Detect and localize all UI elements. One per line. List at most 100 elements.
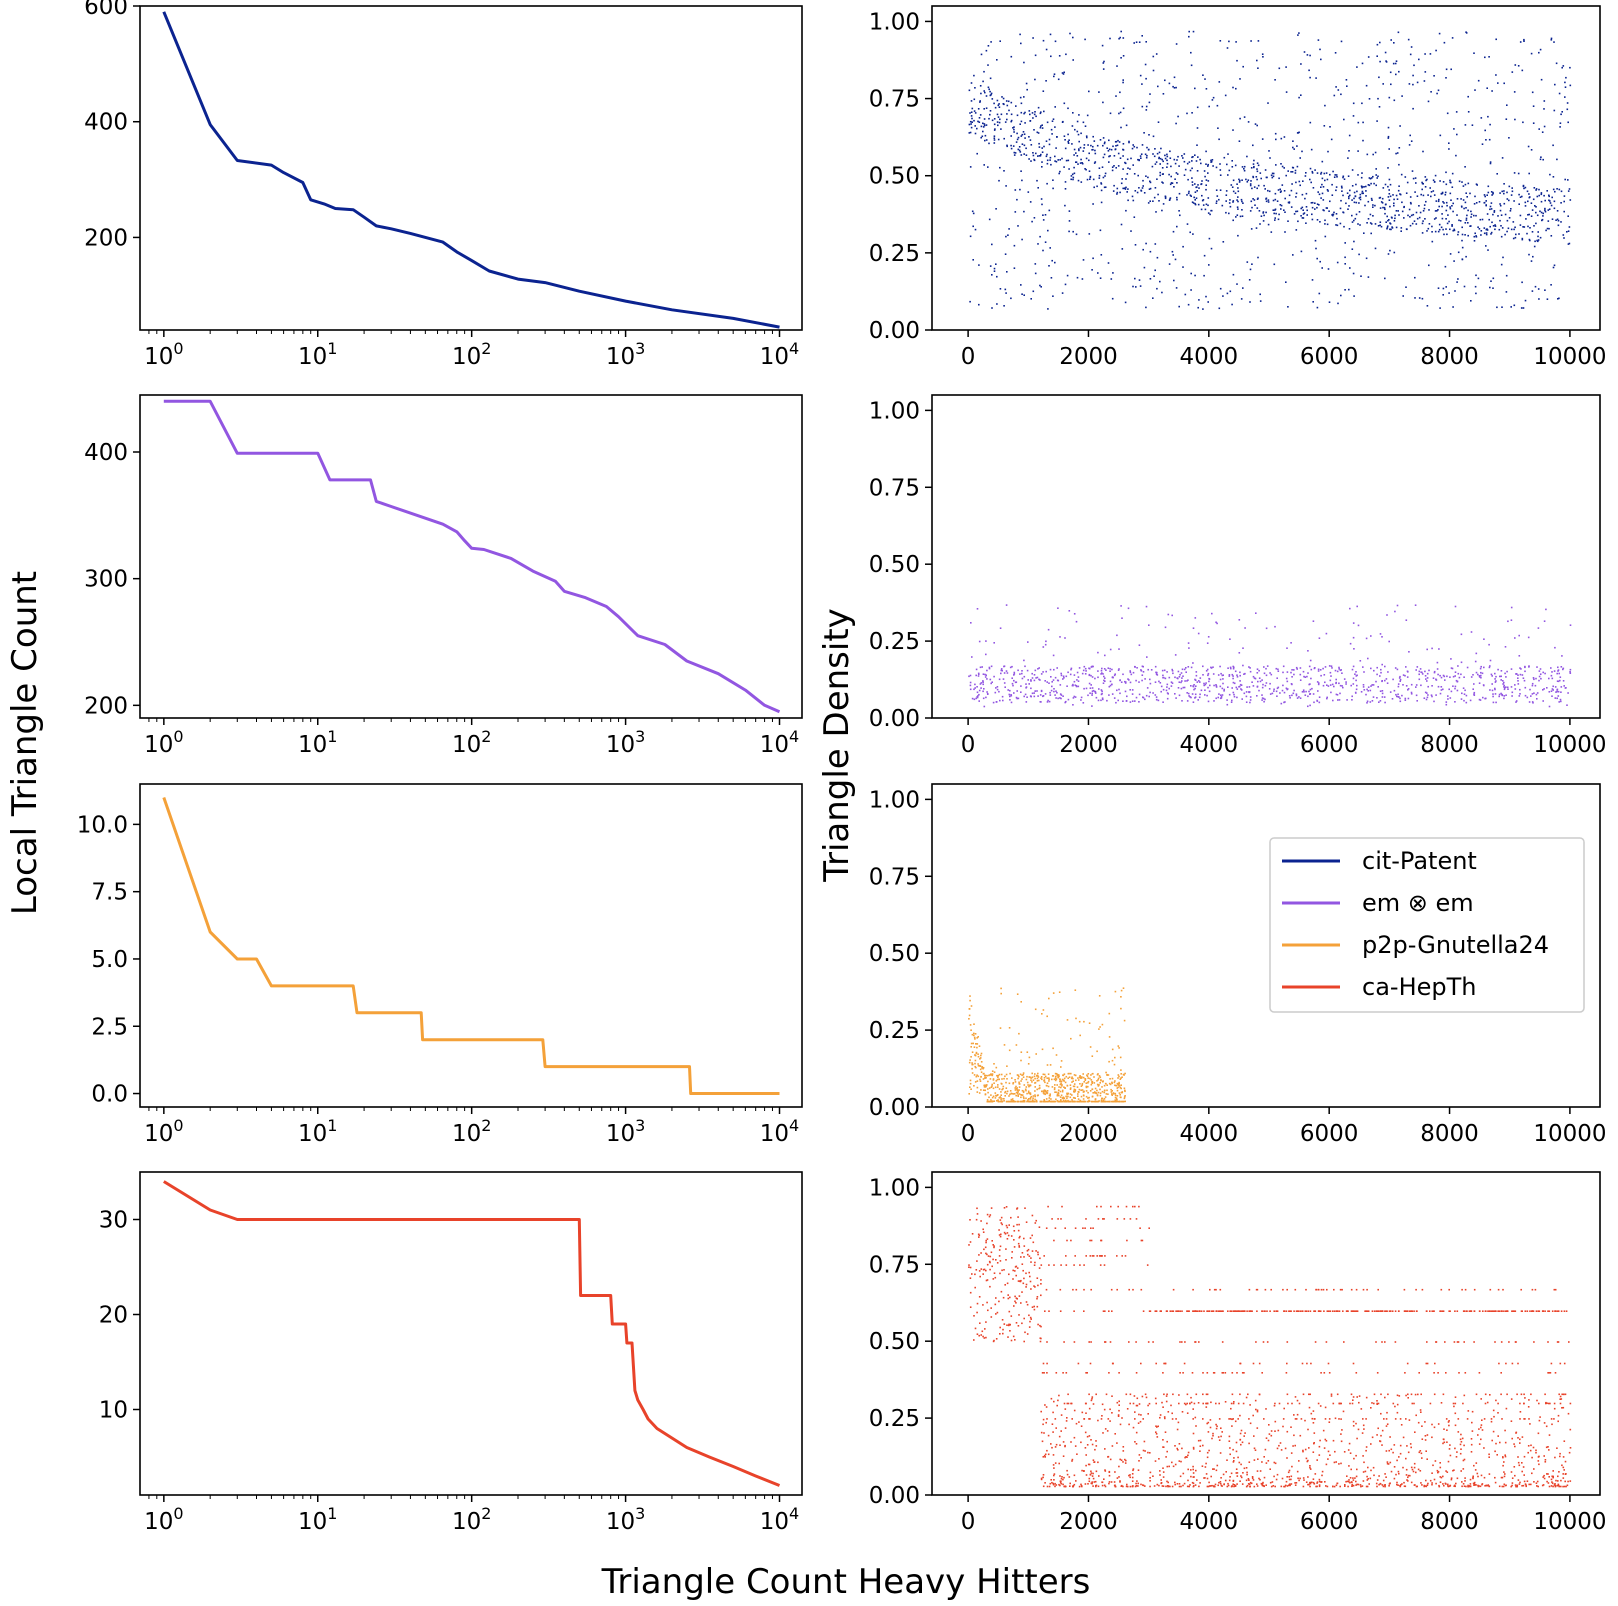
scatter-point xyxy=(1554,697,1557,699)
scatter-point xyxy=(1569,624,1572,626)
scatter-point xyxy=(989,94,992,97)
scatter-point xyxy=(1416,700,1418,702)
scatter-point xyxy=(1043,145,1045,148)
scatter-point xyxy=(1077,163,1079,165)
scatter-point xyxy=(1119,1423,1122,1426)
scatter-point xyxy=(1036,1074,1038,1077)
scatter-point xyxy=(1483,201,1486,204)
scatter-point xyxy=(1436,668,1439,670)
scatter-point xyxy=(1365,195,1367,197)
scatter-point xyxy=(1116,144,1119,147)
scatter-point xyxy=(1478,676,1481,678)
scatter-point xyxy=(1286,671,1289,673)
scatter-point xyxy=(1098,174,1101,177)
scatter-point xyxy=(969,1082,972,1085)
scatter-point xyxy=(1288,194,1291,197)
scatter-point xyxy=(1409,134,1411,137)
scatter-point xyxy=(975,1269,978,1271)
scatter-point xyxy=(1507,620,1509,623)
scatter-point xyxy=(1528,193,1530,195)
scatter-point xyxy=(1300,250,1303,253)
scatter-point xyxy=(1013,244,1016,247)
scatter-point xyxy=(1034,111,1036,113)
scatter-point xyxy=(1046,1449,1048,1452)
scatter-point xyxy=(1053,73,1056,75)
scatter-point xyxy=(1356,605,1358,608)
scatter-point xyxy=(1063,1100,1066,1103)
scatter-point xyxy=(1505,118,1508,120)
scatter-point xyxy=(1425,1450,1427,1452)
scatter-point xyxy=(1064,1100,1067,1103)
scatter-point xyxy=(1282,665,1285,668)
scatter-point xyxy=(1324,1406,1327,1409)
scatter-point xyxy=(1040,125,1042,127)
scatter-point xyxy=(1144,63,1147,66)
scatter-point xyxy=(1038,1084,1041,1087)
scatter-point xyxy=(1009,689,1011,692)
scatter-point xyxy=(1023,144,1026,147)
scatter-point xyxy=(1550,690,1553,692)
scatter-point xyxy=(1194,87,1196,90)
x-tick-label: 2000 xyxy=(1059,732,1118,758)
scatter-point xyxy=(1392,678,1394,681)
scatter-point xyxy=(1087,1097,1089,1099)
scatter-point xyxy=(1241,166,1244,168)
scatter-point xyxy=(1042,695,1045,697)
scatter-point xyxy=(1517,172,1520,175)
scatter-point xyxy=(1017,136,1020,139)
scatter-point xyxy=(1055,147,1057,149)
scatter-point xyxy=(1073,172,1076,175)
scatter-point xyxy=(1500,692,1502,695)
scatter-point xyxy=(1568,226,1571,228)
scatter-point xyxy=(1069,1485,1071,1487)
scatter-point xyxy=(1232,86,1234,89)
scatter-point xyxy=(1230,184,1233,186)
scatter-point xyxy=(1312,187,1315,189)
scatter-point xyxy=(1456,1451,1458,1453)
scatter-point xyxy=(1208,690,1211,693)
scatter-point xyxy=(1440,689,1443,691)
scatter-point xyxy=(1291,694,1293,697)
scatter-point xyxy=(1097,1073,1099,1075)
scatter-point xyxy=(1376,1372,1379,1374)
scatter-point xyxy=(1412,83,1414,86)
scatter-point xyxy=(1473,1341,1475,1343)
scatter-point xyxy=(1262,683,1264,686)
scatter-point xyxy=(1166,692,1169,694)
scatter-point xyxy=(1332,170,1334,173)
scatter-point xyxy=(1340,185,1343,188)
x-tick-label: 104 xyxy=(760,1116,799,1147)
scatter-point xyxy=(1218,138,1220,141)
scatter-point xyxy=(1092,203,1094,205)
scatter-point xyxy=(1035,115,1037,118)
scatter-point xyxy=(1073,1074,1076,1076)
scatter-point xyxy=(1497,668,1499,671)
scatter-point xyxy=(992,1244,994,1246)
scatter-point xyxy=(1450,667,1453,669)
scatter-point xyxy=(1421,673,1424,675)
scatter-point xyxy=(1558,701,1560,703)
scatter-point xyxy=(1135,1485,1138,1487)
scatter-point xyxy=(1043,110,1045,113)
scatter-point xyxy=(1517,683,1520,685)
scatter-point xyxy=(1009,699,1011,701)
scatter-point xyxy=(1083,1081,1085,1083)
scatter-point xyxy=(1325,632,1328,635)
scatter-point xyxy=(999,627,1002,629)
scatter-point xyxy=(1068,210,1071,212)
scatter-point xyxy=(1491,675,1493,677)
scatter-point xyxy=(1499,675,1501,678)
scatter-point xyxy=(1278,1444,1280,1447)
scatter-point xyxy=(1379,207,1382,209)
scatter-point xyxy=(1085,670,1087,672)
scatter-point xyxy=(1242,1402,1245,1405)
scatter-point xyxy=(989,1074,991,1076)
scatter-point xyxy=(1530,202,1533,204)
scatter-point xyxy=(1404,699,1407,701)
scatter-point xyxy=(1500,679,1502,681)
scatter-point xyxy=(1029,201,1032,203)
scatter-point xyxy=(1526,232,1528,235)
scatter-point xyxy=(1502,1485,1505,1488)
scatter-point xyxy=(1309,178,1311,181)
scatter-point xyxy=(1094,161,1097,163)
